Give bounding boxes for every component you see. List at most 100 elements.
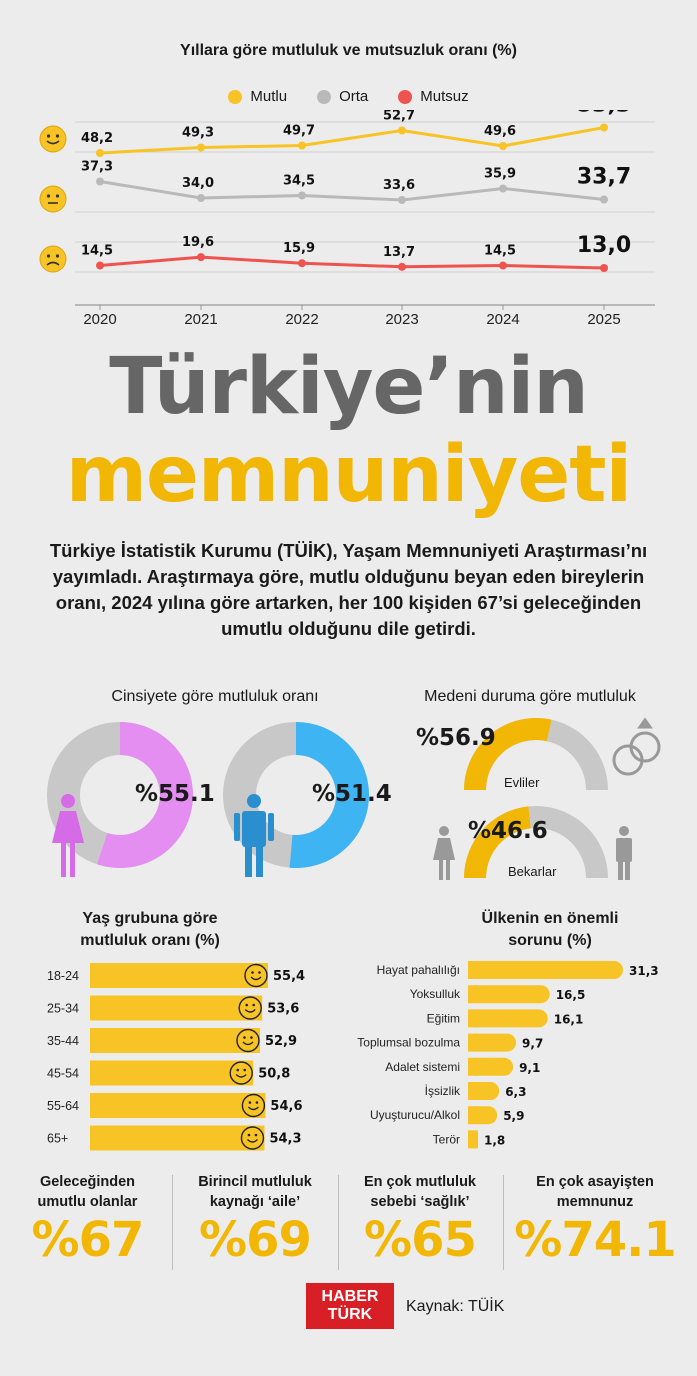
smiley-icon-eye — [245, 1003, 249, 1007]
data-label: 33,7 — [577, 165, 631, 190]
stat-value-2: %69 — [199, 1212, 312, 1268]
smiley-icon — [240, 1126, 265, 1150]
data-point — [398, 126, 406, 135]
x-tick-label: 2023 — [385, 311, 418, 328]
single-female-icon — [433, 826, 455, 880]
problem-label: Uyuşturucu/Alkol — [370, 1108, 460, 1122]
legend-item-orta: Orta — [317, 88, 368, 105]
x-tick-label: 2020 — [83, 311, 116, 328]
problem-label: Yoksulluk — [410, 987, 461, 1001]
stat-value-4: %74.1 — [514, 1212, 677, 1268]
marital-label-married: %56.9 — [416, 725, 496, 751]
data-point — [499, 142, 507, 150]
data-label: 13,7 — [383, 245, 415, 260]
problem-bar-start — [468, 1130, 478, 1149]
legend-label: Mutlu — [250, 88, 288, 105]
age-label: 18-24 — [47, 969, 79, 983]
data-label: 13,0 — [577, 233, 631, 258]
semi-donut-fill-evliler — [464, 718, 552, 790]
legend-label: Mutsuz — [420, 88, 469, 105]
age-value: 55,4 — [273, 969, 305, 984]
data-point — [298, 191, 306, 200]
problem-bar-start — [468, 1106, 478, 1125]
line-chart-legend: Mutlu Orta Mutsuz — [0, 88, 697, 105]
problem-bar-start — [468, 1082, 478, 1100]
data-point — [96, 261, 104, 270]
problem-bar — [468, 985, 550, 1004]
problem-bar-start — [468, 1009, 478, 1028]
semi-donut-fill-bekarlar — [464, 806, 531, 878]
data-point — [96, 177, 104, 186]
smiley-icon — [241, 1093, 266, 1118]
age-label: 35-44 — [47, 1034, 79, 1048]
smiley-icon-eye — [258, 971, 261, 974]
data-label: 48,2 — [81, 131, 113, 146]
sad-face-icon — [39, 245, 67, 273]
problem-bar-start — [468, 961, 478, 979]
divider — [338, 1175, 339, 1270]
single-female-icon-body — [433, 838, 455, 860]
single-female-icon-leg — [446, 858, 450, 880]
donut-slice-erkek — [289, 722, 369, 868]
data-point — [600, 264, 608, 272]
smiley-icon-eye — [236, 1068, 240, 1072]
x-tick-label: 2022 — [285, 311, 318, 328]
smiley-icon-eye — [252, 1003, 256, 1007]
smiley-icon — [236, 1028, 260, 1053]
donut-label-male: %51.4 — [312, 781, 392, 807]
age-value: 54,6 — [270, 1099, 302, 1114]
legend-item-mutlu: Mutlu — [228, 88, 287, 105]
stat-title-3: En çok mutluluk sebebi ‘sağlık’ — [364, 1174, 476, 1210]
problem-value: 1,8 — [484, 1133, 505, 1147]
problem-bar-start — [468, 1033, 478, 1052]
age-bar — [90, 963, 268, 988]
smiley-icon-eye — [243, 1068, 247, 1072]
stat-title-1: Geleceğinden umutlu olanlar — [37, 1174, 138, 1210]
problem-value: 16,5 — [556, 988, 586, 1002]
problem-label: Adalet sistemi — [385, 1060, 460, 1074]
neutral-face-icon — [39, 185, 67, 213]
data-label: 49,6 — [484, 124, 516, 139]
smiley-icon-eye — [255, 1101, 259, 1104]
problem-label: Hayat pahalılığı — [377, 963, 460, 977]
problem-bar — [468, 1057, 514, 1076]
legend-dot — [398, 89, 413, 104]
data-label: 14,5 — [81, 244, 113, 259]
female-icon-leg — [61, 841, 66, 877]
marital-label-single: %46.6 — [468, 818, 548, 844]
data-point — [499, 184, 507, 193]
male-icon-leg — [245, 845, 252, 877]
source-text: Kaynak: TÜİK — [406, 1298, 505, 1315]
data-label: 53,3 — [577, 110, 631, 118]
smiley-icon-mouth — [235, 1074, 247, 1078]
data-label: 49,3 — [182, 126, 214, 141]
stat-value-3: %65 — [364, 1212, 477, 1268]
data-label: 37,3 — [81, 160, 113, 175]
smiley-icon — [244, 963, 268, 988]
male-icon-leg — [256, 845, 263, 877]
single-female-icon-head — [439, 826, 449, 836]
smiley-icon-eye — [251, 971, 254, 974]
data-label: 15,9 — [283, 241, 315, 256]
rings-icon-circle — [629, 731, 661, 763]
data-point — [96, 149, 104, 157]
age-bar — [90, 1060, 254, 1086]
problem-label: Terör — [433, 1132, 460, 1146]
data-point — [197, 194, 205, 202]
age-bar — [90, 1125, 265, 1151]
data-label: 33,6 — [383, 178, 415, 193]
data-label: 19,6 — [182, 235, 214, 250]
single-male-icon — [616, 826, 632, 880]
stats-row: Geleceğinden umutlu olanlar %67 Birincil… — [0, 1170, 697, 1275]
rings-icon — [612, 717, 661, 776]
female-icon-leg — [70, 841, 75, 877]
smiley-icon-eye — [243, 1036, 246, 1039]
stat-value-1: %67 — [31, 1212, 145, 1268]
legend-label: Orta — [339, 88, 369, 105]
page-title-line2: memnuniyeti — [65, 430, 633, 520]
gender-section-title: Cinsiyete göre mutluluk oranı — [111, 688, 319, 705]
happy-face-icon — [39, 125, 67, 153]
x-tick-label: 2025 — [587, 311, 620, 328]
female-icon — [52, 794, 84, 877]
donut-label-female: %55.1 — [135, 781, 215, 807]
